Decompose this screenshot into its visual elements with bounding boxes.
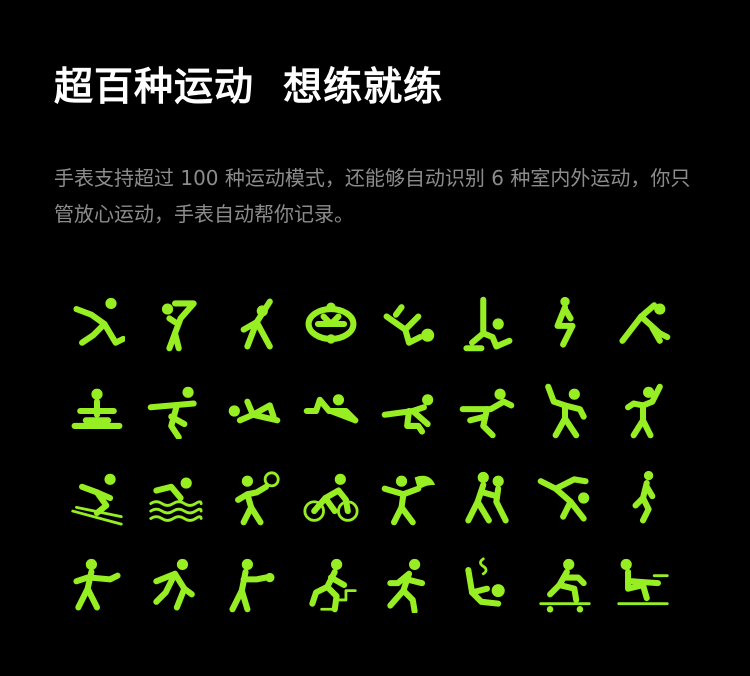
yoga-cobra-icon	[292, 367, 370, 454]
yoga-dance-icon	[448, 367, 526, 454]
skiing-icon	[58, 454, 136, 541]
breakdance-icon	[526, 454, 604, 541]
martial-arts-icon	[58, 541, 136, 628]
tennis-icon	[214, 454, 292, 541]
yoga-lunge-icon	[58, 280, 136, 367]
skateboarding-icon	[526, 541, 604, 628]
cycling-icon	[292, 454, 370, 541]
rowing-icon	[604, 541, 682, 628]
yoga-warrior-icon	[214, 280, 292, 367]
running-icon	[370, 541, 448, 628]
rowing-machine-icon	[292, 280, 370, 367]
page-description: 手表支持超过 100 种运动模式，还能够自动识别 6 种室内外运动，你只管放心运…	[54, 166, 691, 226]
seated-meditation-icon	[58, 367, 136, 454]
seated-stretch-icon	[448, 541, 526, 628]
walking-icon	[604, 454, 682, 541]
stair-climbing-icon	[292, 541, 370, 628]
lightning-pose-icon	[526, 280, 604, 367]
badminton-icon	[370, 454, 448, 541]
yoga-reclined-icon	[370, 367, 448, 454]
climbing-icon	[136, 541, 214, 628]
yoga-twist-icon	[214, 367, 292, 454]
sport-icon-grid	[58, 280, 682, 628]
freestyle-dance-icon	[526, 367, 604, 454]
swimming-icon	[136, 454, 214, 541]
yoga-stretch-icon	[136, 280, 214, 367]
ballroom-dance-icon	[448, 454, 526, 541]
yoga-kick-icon	[370, 280, 448, 367]
yoga-seated-icon	[448, 280, 526, 367]
page-title: 超百种运动 想练就练	[54, 65, 444, 110]
street-dance-icon	[604, 367, 682, 454]
boxing-icon	[214, 541, 292, 628]
yoga-plank-icon	[604, 280, 682, 367]
yoga-balance-icon	[136, 367, 214, 454]
